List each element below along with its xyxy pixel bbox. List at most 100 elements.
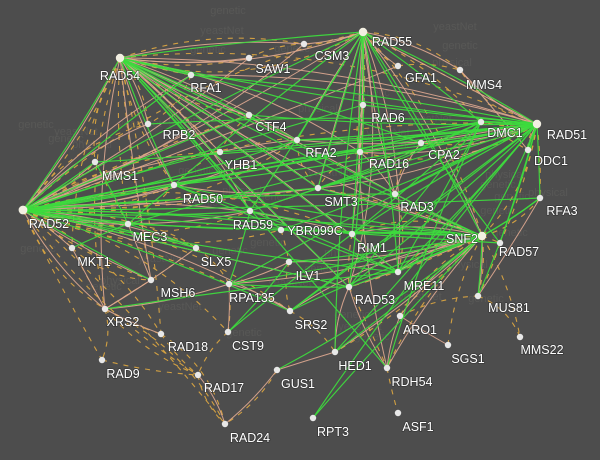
node-label-mms4: MMS4 <box>466 78 502 92</box>
graph-node-mus81[interactable] <box>474 292 482 300</box>
graph-node-rad6[interactable] <box>359 101 367 109</box>
edge-layer-yeastnet <box>22 31 541 419</box>
edge-yeastnet <box>22 57 121 211</box>
graph-node-asf1[interactable] <box>394 409 402 417</box>
graph-node-aro1[interactable] <box>396 312 404 320</box>
edge-yeastnet <box>22 209 291 312</box>
graph-node-rad53[interactable] <box>345 283 353 291</box>
graph-node-gus1[interactable] <box>273 366 281 374</box>
graph-node-mms22[interactable] <box>516 333 524 341</box>
graph-node-rdh54[interactable] <box>383 364 391 372</box>
edge-physical <box>317 187 483 237</box>
node-label-rad55: RAD55 <box>372 35 412 49</box>
graph-node-rad18[interactable] <box>157 330 165 338</box>
edge-genetic <box>347 233 353 288</box>
watermark-text: physical <box>528 187 568 199</box>
graph-node-rfa2[interactable] <box>293 136 301 144</box>
edge-yeastnet <box>477 235 483 297</box>
graph-node-mre11[interactable] <box>394 268 402 276</box>
edge-physical <box>173 184 319 194</box>
edge-yeastnet <box>22 209 399 273</box>
edge-yeastnet <box>362 31 538 125</box>
graph-node-ddc1[interactable] <box>524 146 532 154</box>
graph-node-rad57[interactable] <box>496 239 504 247</box>
graph-node-rad55[interactable] <box>358 27 368 37</box>
edge-yeastnet <box>22 209 501 244</box>
graph-node-rad17[interactable] <box>194 371 202 379</box>
graph-node-cst9[interactable] <box>224 328 232 336</box>
edge-yeastnet <box>119 57 350 288</box>
edge-physical <box>399 315 449 346</box>
graph-node-dmc1[interactable] <box>477 118 485 126</box>
node-label-mms1: MMS1 <box>102 169 138 183</box>
graph-node-mms1[interactable] <box>91 158 99 166</box>
graph-node-hed1[interactable] <box>331 348 339 356</box>
graph-node-rpb2[interactable] <box>144 120 152 128</box>
edge-yeastnet <box>351 31 364 235</box>
graph-node-csm3[interactable] <box>300 40 308 48</box>
edge-yeastnet <box>334 123 538 353</box>
edge-physical <box>119 57 298 141</box>
edge-genetic <box>22 209 199 376</box>
edge-yeastnet <box>173 184 399 273</box>
graph-node-slx5[interactable] <box>192 244 200 252</box>
node-label-rpt3: RPT3 <box>317 425 349 439</box>
graph-node-cpa2[interactable] <box>417 139 425 147</box>
graph-node-rad9[interactable] <box>98 356 106 364</box>
graph-node-snf2[interactable] <box>477 231 487 241</box>
graph-node-rad59[interactable] <box>246 207 254 215</box>
node-label-rad59: RAD59 <box>233 218 273 232</box>
node-label-ilv1: ILV1 <box>296 269 321 283</box>
graph-node-sgs1[interactable] <box>444 341 452 349</box>
edge-physical <box>71 247 106 310</box>
graph-node-yhb1[interactable] <box>216 148 224 156</box>
graph-node-rad16[interactable] <box>356 148 364 156</box>
node-layer[interactable] <box>18 27 544 428</box>
graph-node-ctf4[interactable] <box>245 111 253 119</box>
graph-node-rad54[interactable] <box>115 53 125 63</box>
node-label-rfa1: RFA1 <box>190 81 221 95</box>
edge-yeastnet <box>289 235 483 312</box>
graph-node-saw1[interactable] <box>245 54 253 62</box>
graph-node-mec3[interactable] <box>124 220 132 228</box>
edge-yeastnet <box>276 235 483 371</box>
node-label-rad18: RAD18 <box>168 340 208 354</box>
graph-node-rfa3[interactable] <box>536 194 544 202</box>
graph-node-rpt3[interactable] <box>309 414 317 422</box>
graph-node-mkt1[interactable] <box>68 244 76 252</box>
edge-yeastnet <box>104 271 399 310</box>
graph-node-rad51[interactable] <box>532 119 542 129</box>
graph-node-msh6[interactable] <box>147 276 155 284</box>
edge-genetic <box>477 295 521 338</box>
graph-node-rpa135[interactable] <box>225 280 233 288</box>
edge-yeastnet <box>348 123 538 288</box>
graph-node-srs2[interactable] <box>286 307 294 315</box>
edge-yeastnet <box>22 193 396 211</box>
graph-node-ybr099c[interactable] <box>277 226 285 234</box>
graph-node-xrs2[interactable] <box>101 305 109 313</box>
graph-node-gfa1[interactable] <box>394 62 402 70</box>
graph-node-smt3[interactable] <box>314 184 322 192</box>
graph-node-rad52[interactable] <box>18 205 28 215</box>
edge-physical <box>276 351 336 371</box>
edge-yeastnet <box>22 209 353 235</box>
graph-node-rad3[interactable] <box>391 190 399 198</box>
edge-physical <box>359 151 396 195</box>
edge-yeastnet <box>394 193 483 237</box>
edge-yeastnet <box>481 197 541 237</box>
edge-physical <box>22 43 305 211</box>
graph-node-rfa1[interactable] <box>187 71 195 79</box>
graph-node-ilv1[interactable] <box>285 258 293 266</box>
watermark-text: genetic <box>226 327 262 339</box>
graph-node-mms4[interactable] <box>456 66 464 74</box>
edge-yeastnet <box>127 184 175 225</box>
edge-physical <box>190 74 538 125</box>
graph-node-rad50[interactable] <box>170 181 178 189</box>
edge-yeastnet <box>94 161 129 225</box>
edge-genetic <box>481 235 521 338</box>
graph-node-rim1[interactable] <box>348 230 356 238</box>
node-label-rad9: RAD9 <box>106 367 139 381</box>
graph-node-rad24[interactable] <box>221 420 229 428</box>
